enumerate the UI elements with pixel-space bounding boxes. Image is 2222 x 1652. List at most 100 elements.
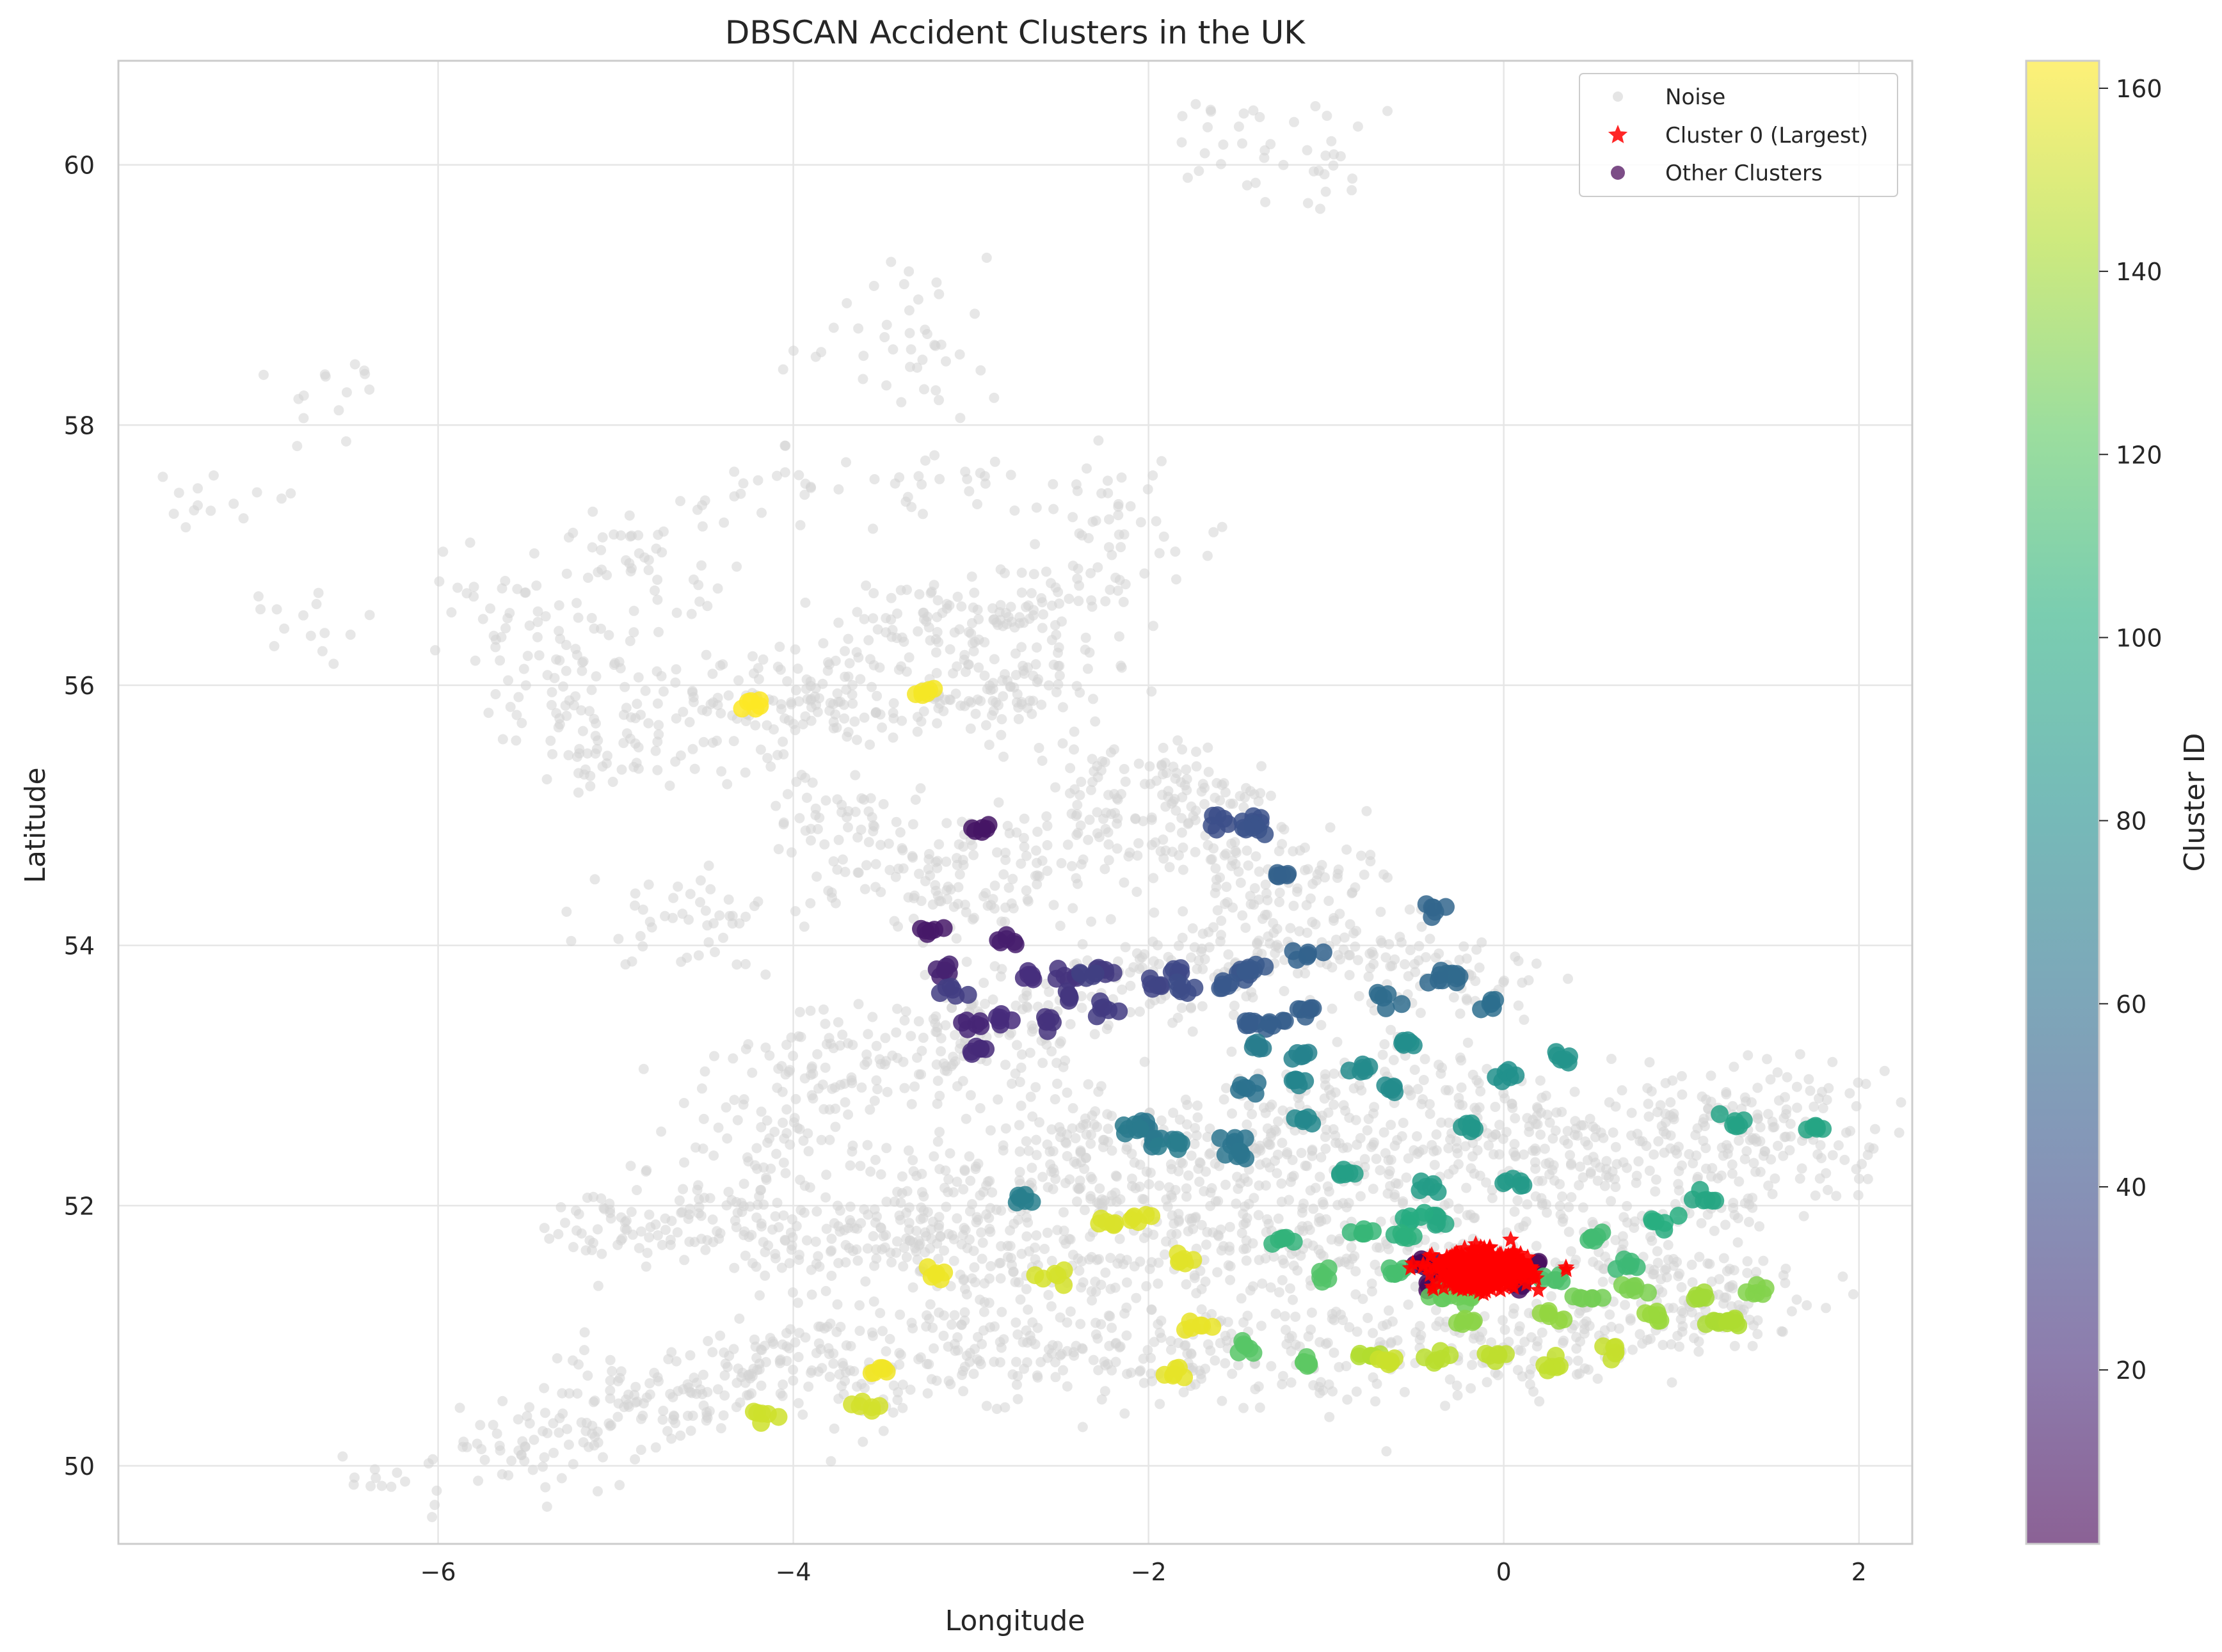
noise-point	[774, 642, 785, 652]
noise-point	[739, 1227, 749, 1237]
noise-point	[438, 546, 448, 557]
cluster-point	[1481, 1347, 1499, 1365]
noise-point	[635, 931, 646, 941]
noise-point	[629, 606, 639, 616]
noise-point	[1288, 1295, 1298, 1305]
noise-point	[269, 641, 280, 651]
noise-point	[554, 1427, 564, 1438]
noise-point	[854, 1300, 865, 1310]
noise-point	[1094, 1198, 1104, 1209]
noise-point	[1286, 1378, 1297, 1388]
noise-point	[626, 1161, 636, 1171]
noise-point	[959, 1164, 970, 1175]
noise-point	[1144, 761, 1155, 772]
noise-point	[998, 870, 1009, 880]
noise-point	[831, 656, 841, 666]
noise-point	[1510, 1113, 1520, 1124]
noise-point	[1778, 1327, 1788, 1337]
noise-point	[1043, 866, 1053, 876]
noise-point	[774, 844, 784, 854]
noise-point	[1050, 1094, 1060, 1104]
cluster-point	[851, 1397, 868, 1415]
noise-point	[1203, 1132, 1213, 1142]
noise-point	[626, 712, 636, 722]
noise-point	[1279, 986, 1290, 996]
noise-point	[1532, 1341, 1542, 1351]
noise-point	[722, 779, 732, 790]
noise-point	[1469, 1103, 1480, 1113]
noise-point	[1368, 1184, 1379, 1194]
cluster-point	[1393, 995, 1411, 1013]
noise-point	[1535, 1129, 1546, 1140]
noise-point	[1311, 875, 1322, 886]
noise-point	[989, 654, 1000, 664]
noise-point	[1266, 791, 1276, 801]
noise-point	[713, 1384, 723, 1394]
noise-point	[991, 1205, 1002, 1215]
noise-point	[1021, 1284, 1032, 1294]
noise-point	[1186, 953, 1196, 963]
noise-point	[996, 714, 1007, 724]
noise-point	[1455, 1008, 1466, 1019]
noise-point	[880, 1243, 890, 1253]
noise-point	[1380, 952, 1391, 962]
noise-point	[1861, 1079, 1871, 1089]
noise-point	[1335, 955, 1345, 965]
noise-point	[498, 734, 508, 744]
noise-point	[679, 1157, 689, 1168]
noise-point	[1327, 1386, 1338, 1397]
cluster-point	[1156, 1366, 1174, 1384]
noise-point	[1453, 1159, 1464, 1170]
noise-point	[806, 1006, 816, 1016]
noise-point	[1722, 1266, 1732, 1276]
noise-point	[771, 1253, 781, 1264]
noise-point	[982, 1401, 992, 1411]
noise-point	[1699, 1114, 1709, 1124]
noise-point	[1075, 790, 1085, 800]
noise-point	[715, 1331, 725, 1341]
cluster-point	[1725, 1311, 1743, 1329]
noise-point	[1131, 887, 1142, 897]
noise-point	[470, 656, 481, 666]
noise-point	[1487, 1132, 1498, 1142]
noise-point	[577, 666, 587, 676]
noise-point	[813, 707, 823, 717]
noise-point	[897, 633, 907, 643]
noise-point	[1102, 1109, 1112, 1120]
noise-point	[1620, 1300, 1630, 1310]
noise-point	[677, 909, 687, 919]
noise-point	[228, 498, 239, 509]
noise-point	[1740, 1092, 1750, 1102]
noise-point	[871, 708, 881, 718]
noise-point	[892, 1004, 902, 1014]
noise-point	[1043, 1228, 1053, 1238]
noise-point	[591, 671, 602, 681]
noise-point	[1693, 1347, 1704, 1357]
noise-point	[1190, 1139, 1200, 1149]
noise-point	[708, 738, 718, 748]
noise-point	[1340, 1257, 1350, 1267]
noise-point	[1626, 1131, 1636, 1141]
noise-point	[1321, 187, 1331, 197]
noise-point	[642, 1392, 652, 1402]
noise-point	[934, 474, 945, 484]
noise-point	[1231, 1198, 1241, 1209]
noise-point	[157, 472, 168, 482]
noise-point	[652, 594, 662, 605]
noise-point	[971, 1164, 981, 1174]
noise-point	[613, 934, 623, 944]
noise-point	[761, 1173, 771, 1183]
noise-point	[1799, 1211, 1809, 1221]
noise-point	[1389, 1055, 1399, 1065]
noise-point	[571, 1225, 582, 1235]
noise-point	[1728, 1283, 1738, 1294]
noise-point	[794, 1352, 804, 1362]
noise-point	[872, 691, 882, 701]
noise-point	[298, 610, 308, 621]
noise-point	[1039, 1244, 1050, 1254]
noise-point	[1019, 669, 1030, 679]
noise-point	[902, 1252, 912, 1262]
noise-point	[473, 1475, 483, 1486]
noise-point	[1254, 866, 1265, 877]
noise-point	[903, 492, 913, 502]
